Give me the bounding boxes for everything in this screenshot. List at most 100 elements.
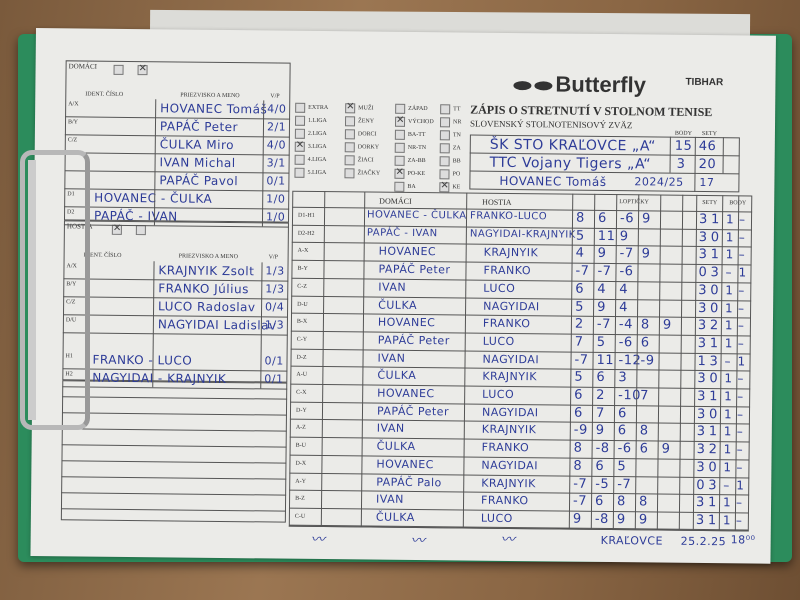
game-score: 8 [639, 423, 649, 439]
match-home-player: ČULKA [376, 439, 416, 454]
match-point: – [737, 371, 744, 386]
sets-score: 1 [707, 512, 717, 529]
player-name: LUCO Radoslav [158, 299, 256, 315]
match-point: – [738, 212, 746, 227]
sets-score: 3 [710, 265, 720, 281]
game-score: 9 [662, 317, 672, 333]
checkbox-region[interactable] [394, 129, 405, 140]
checkbox-league[interactable] [295, 102, 306, 113]
match-order: D-Z [296, 354, 307, 361]
match-point: – [735, 495, 743, 510]
player-wl: 1/3 [264, 318, 285, 332]
label-league: 2.LIGA [307, 130, 327, 138]
label-league: EXTRA [308, 104, 329, 112]
checkbox-league[interactable] [294, 115, 306, 126]
checkbox-group[interactable] [344, 142, 355, 153]
player-name: IVAN Michal [159, 155, 236, 171]
label-group: MUŽI [358, 105, 374, 112]
checkbox-k[interactable] [137, 65, 148, 76]
sets-score: 2 [709, 318, 719, 334]
game-score: 11 [596, 352, 615, 368]
checkbox-district[interactable] [439, 156, 450, 167]
checkbox-league[interactable] [294, 167, 305, 178]
checkbox-group[interactable] [344, 129, 355, 140]
checkbox-district[interactable] [439, 143, 450, 154]
match-guest-player: NAGYIDAI [483, 299, 540, 313]
checkbox-a[interactable] [111, 224, 122, 235]
label-league: 4.LIGA [307, 156, 327, 164]
match-guest-player: NAGYIDAI-KRAJNYIK [469, 228, 576, 241]
logo-text: Butterfly [555, 71, 647, 98]
sets-score: 0 [708, 406, 718, 422]
checkbox-group[interactable] [344, 116, 356, 127]
sets-score: 1 [709, 389, 719, 405]
checkbox-group[interactable] [344, 168, 355, 179]
player-wl: 2/1 [266, 120, 287, 134]
score-sheet: Butterfly TIBHAR DOMÁCI IDENT. ČÍSLO PRI… [30, 28, 776, 564]
match-order: B-U [295, 442, 307, 449]
label-group: ŽIAČKY [357, 170, 381, 177]
sets-score: 0 [696, 477, 706, 493]
game-score: 5 [617, 458, 627, 475]
player-wl: 0/1 [266, 174, 286, 188]
player-name: PAPÁČ Pavol [159, 173, 239, 189]
clipboard-clip [20, 150, 90, 430]
player-wl: 1/3 [265, 264, 285, 278]
checkbox-region[interactable] [394, 142, 405, 153]
ident-label: IDENT. ČÍSLO [85, 91, 124, 98]
match-home-player: IVAN [376, 421, 405, 436]
form-title: ZÁPIS O STRETNUTÍ V STOLNOM TENISE [470, 102, 713, 120]
label-region: ZA-BB [407, 157, 426, 165]
checkbox-league[interactable] [294, 141, 305, 152]
game-score: -5 [595, 476, 610, 492]
checkbox-district[interactable] [439, 182, 450, 193]
game-score: -6 [619, 211, 635, 227]
label-group: DORCI [357, 131, 377, 138]
match-point: 1 [723, 406, 733, 421]
match-order: C-X [296, 389, 307, 396]
game-score: -4 [618, 317, 633, 333]
checkbox-league[interactable] [294, 154, 305, 165]
match-order: D2-H2 [297, 230, 315, 237]
match-point: 1 [725, 283, 734, 298]
game-score: 6 [640, 335, 650, 351]
match-guest-player: KRAJNYIK [483, 246, 539, 260]
notes-area [60, 380, 288, 523]
player-name: FRANKO Július [158, 281, 249, 297]
match-order: A-U [296, 372, 308, 379]
match-order: B-X [296, 318, 308, 326]
guest-captain-signature: 〰 [410, 532, 426, 550]
match-guest-player: KRAJNYIK [481, 476, 536, 490]
checkbox-region[interactable] [395, 103, 406, 114]
sets-score: 3 [697, 318, 707, 334]
checkbox-league[interactable] [294, 128, 305, 139]
label-district: TT [453, 106, 461, 113]
checkbox-region[interactable] [394, 155, 405, 166]
checkbox-district[interactable] [439, 117, 451, 128]
checkbox-group[interactable] [345, 103, 356, 114]
match-guest-player: NAGYIDAI [482, 352, 540, 366]
match-point: – [737, 389, 744, 404]
player-code: B/Y [67, 119, 79, 126]
match-order: B-Y [297, 265, 308, 272]
checkbox-region[interactable] [394, 116, 406, 127]
match-point: – [736, 442, 744, 457]
label-league: 5.LIGA [307, 169, 327, 177]
checkbox-group[interactable] [344, 155, 355, 166]
checkbox-region[interactable] [394, 181, 405, 192]
checkbox-a[interactable] [113, 64, 124, 75]
checkbox-district[interactable] [439, 169, 450, 180]
match-guest-player: LUCO [483, 281, 516, 295]
checkbox-k[interactable] [135, 225, 146, 236]
checkbox-district[interactable] [439, 130, 450, 141]
match-order: D-X [295, 460, 307, 467]
checkbox-district[interactable] [440, 104, 451, 115]
label-region: NR-TN [407, 144, 427, 152]
checkbox-region[interactable] [394, 168, 405, 179]
match-order: A-Y [295, 478, 306, 485]
game-score: 9 [641, 246, 651, 262]
match-order: C-U [294, 513, 306, 520]
game-score: 6 [595, 458, 605, 474]
game-score: 6 [573, 405, 583, 421]
sets-score: 0 [708, 459, 718, 475]
